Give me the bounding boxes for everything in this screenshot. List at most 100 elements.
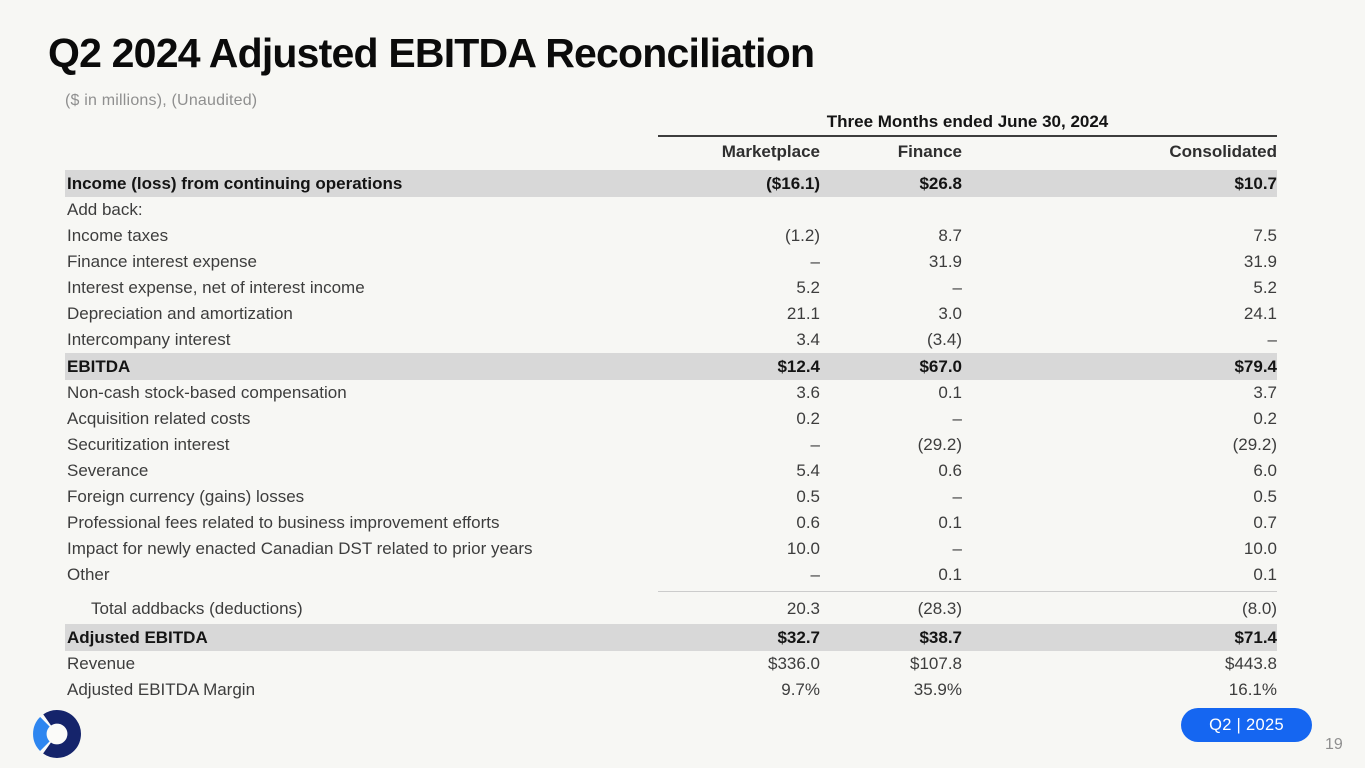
column-headers: Marketplace Finance Consolidated (65, 137, 1277, 167)
page-number: 19 (1325, 736, 1343, 753)
row-value: – (952, 539, 962, 558)
table-row: Finance interest expense – 31.9 31.9 (65, 249, 1277, 275)
row-label: Foreign currency (gains) losses (67, 487, 305, 506)
row-value: 5.2 (1253, 278, 1277, 297)
table-separator (658, 591, 1277, 592)
column-header-finance: Finance (897, 142, 962, 161)
ring-logo-icon (33, 710, 81, 758)
table-row: EBITDA $12.4 $67.0 $79.4 (65, 353, 1277, 380)
table-body: Income (loss) from continuing operations… (65, 170, 1277, 703)
row-label: Depreciation and amortization (67, 304, 293, 323)
table-row: Depreciation and amortization 21.1 3.0 24.1 (65, 301, 1277, 327)
row-value: (29.2) (917, 435, 962, 454)
table-row: Severance 5.4 0.6 6.0 (65, 458, 1277, 484)
row-label: Income taxes (67, 226, 169, 245)
ebitda-reconciliation-table: Three Months ended June 30, 2024 Marketp… (65, 112, 1277, 703)
table-row: Non-cash stock-based compensation 3.6 0.1 3… (65, 380, 1277, 406)
page-title: Q2 2024 Adjusted EBITDA Reconciliation (48, 30, 815, 76)
table-row: Intercompany interest 3.4 (3.4) – (65, 327, 1277, 353)
row-value: (8.0) (1242, 599, 1277, 618)
row-value: – (810, 435, 820, 454)
row-value: 8.7 (938, 226, 962, 245)
row-label: Total addbacks (deductions) (91, 599, 303, 618)
row-value: 9.7% (781, 680, 820, 699)
row-label: Intercompany interest (67, 330, 231, 349)
row-value: 0.1 (938, 383, 962, 402)
table-row: Securitization interest – (29.2) (29.2) (65, 432, 1277, 458)
table-row: Professional fees related to business im… (65, 510, 1277, 536)
row-value: $10.7 (1234, 174, 1277, 193)
table-row: Acquisition related costs 0.2 – 0.2 (65, 406, 1277, 432)
row-value: (28.3) (917, 599, 962, 618)
row-value: $67.0 (919, 357, 962, 376)
table-row: Add back: (65, 197, 1277, 223)
row-value: $71.4 (1234, 628, 1277, 647)
row-value: 5.2 (796, 278, 820, 297)
row-value: (3.4) (927, 330, 962, 349)
row-value: – (952, 278, 962, 297)
row-value: ($16.1) (766, 174, 820, 193)
row-value: 31.9 (928, 252, 962, 271)
row-value (820, 197, 962, 223)
row-value: 3.7 (1253, 383, 1277, 402)
row-value: 31.9 (1243, 252, 1277, 271)
row-value: – (810, 252, 820, 271)
row-value: $26.8 (919, 174, 962, 193)
row-label: Finance interest expense (67, 252, 257, 271)
row-label: Impact for newly enacted Canadian DST re… (67, 539, 533, 558)
row-value: 21.1 (786, 304, 820, 323)
row-value: $107.8 (910, 654, 962, 673)
row-value: 0.1 (1253, 565, 1277, 584)
row-label: Securitization interest (67, 435, 230, 454)
row-value: 0.5 (796, 487, 820, 506)
row-value: 0.1 (938, 513, 962, 532)
row-value: – (952, 487, 962, 506)
row-value: $32.7 (777, 628, 820, 647)
table-row: Other – 0.1 0.1 (65, 562, 1277, 588)
period-header: Three Months ended June 30, 2024 (658, 112, 1277, 137)
table-row: Adjusted EBITDA Margin 9.7% 35.9% 16.1% (65, 677, 1277, 703)
table-row: Foreign currency (gains) losses 0.5 – 0.5 (65, 484, 1277, 510)
row-label: EBITDA (67, 357, 131, 376)
row-value: 6.0 (1253, 461, 1277, 480)
row-label: Income (loss) from continuing operations (67, 174, 403, 193)
row-value: – (810, 565, 820, 584)
row-value: 16.1% (1228, 680, 1277, 699)
row-value (657, 197, 820, 223)
row-value: 7.5 (1253, 226, 1277, 245)
column-header-consolidated: Consolidated (1169, 142, 1277, 161)
row-value: 10.0 (786, 539, 820, 558)
quarter-badge: Q2 | 2025 (1181, 708, 1312, 742)
row-value: $12.4 (777, 357, 820, 376)
row-value: – (952, 409, 962, 428)
row-value (962, 197, 1277, 223)
table-row: Interest expense, net of interest income… (65, 275, 1277, 301)
row-value: (1.2) (785, 226, 820, 245)
row-label: Acquisition related costs (67, 409, 251, 428)
row-value: 24.1 (1243, 304, 1277, 323)
row-value: 0.5 (1253, 487, 1277, 506)
row-label: Adjusted EBITDA Margin (67, 680, 256, 699)
table-row: Income taxes (1.2) 8.7 7.5 (65, 223, 1277, 249)
row-label: Revenue (67, 654, 136, 673)
table-row: Adjusted EBITDA $32.7 $38.7 $71.4 (65, 624, 1277, 651)
row-value: 5.4 (796, 461, 820, 480)
table-row: Income (loss) from continuing operations… (65, 170, 1277, 197)
row-label: Non-cash stock-based compensation (67, 383, 347, 402)
row-value: $79.4 (1234, 357, 1277, 376)
table-row: Impact for newly enacted Canadian DST re… (65, 536, 1277, 562)
row-value: – (1267, 330, 1277, 349)
row-value: 0.6 (938, 461, 962, 480)
row-value: 3.0 (938, 304, 962, 323)
row-value: 0.1 (938, 565, 962, 584)
column-header-spacer (65, 137, 657, 167)
row-label: Severance (67, 461, 149, 480)
row-value: $336.0 (768, 654, 820, 673)
page-subtitle: ($ in millions), (Unaudited) (65, 92, 258, 109)
row-value: 0.7 (1253, 513, 1277, 532)
row-value: $443.8 (1225, 654, 1277, 673)
row-value: 20.3 (786, 599, 820, 618)
row-label: Interest expense, net of interest income (67, 278, 365, 297)
row-value: 0.6 (796, 513, 820, 532)
row-value: (29.2) (1232, 435, 1277, 454)
